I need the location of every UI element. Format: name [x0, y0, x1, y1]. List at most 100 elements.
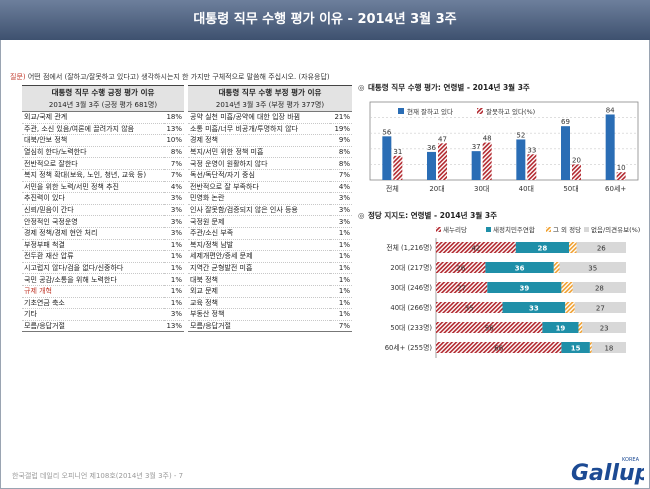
chart1-category-label: 60세+	[605, 184, 626, 193]
chart2-data-label: 36	[515, 265, 525, 273]
chart2-bar-segment	[569, 242, 577, 253]
chart1-bar	[572, 164, 581, 180]
question-text: 어떤 점에서 (잘하고/잘못하고 있다고) 생각하시는지 한 가지만 구체적으로…	[27, 73, 330, 81]
positive-row: 모름/응답거절 13%	[22, 320, 184, 333]
negative-row: 민영화 논란 3%	[188, 192, 352, 205]
negative-reason-pct: 8%	[329, 157, 352, 170]
chart1-data-label: 56	[382, 128, 391, 136]
positive-row: 추진력이 있다 3%	[22, 192, 184, 205]
chart2-bar-segment	[582, 322, 626, 333]
negative-reason-label: 주관/소신 부족	[188, 227, 330, 240]
negative-reason-pct: 3%	[329, 204, 352, 217]
positive-row: 전반적으로 잘한다 7%	[22, 157, 184, 170]
negative-row: 인사 잘못함/검증되지 않은 인사 등용 3%	[188, 204, 352, 217]
positive-row: 기타 3%	[22, 308, 184, 321]
chart2-category-label: 30대 (246명)	[390, 283, 432, 292]
chart1-legend-swatch	[398, 108, 404, 114]
negative-reason-label: 국정원 문제	[188, 215, 330, 228]
negative-reason-pct: 1%	[329, 227, 352, 240]
chart1-data-label: 69	[561, 118, 570, 126]
negative-reasons-table: 대통령 직무 수행 부정 평가 이유 2014년 3월 3주 (부정 평가 37…	[188, 85, 352, 333]
positive-reason-label: 모름/응답거절	[22, 320, 164, 333]
positive-table-body: 외교/국제 관계 18% 주관, 소신 있음/여론에 끌려가지 않음 13% 대북/안보…	[22, 111, 184, 333]
chart2-data-label: 35	[465, 305, 474, 313]
chart2-bar-segment	[436, 322, 543, 333]
negative-reason-label: 소통 미흡/너무 비공개/투명하지 않다	[188, 123, 330, 136]
negative-row: 전반적으로 잘 부족하다 4%	[188, 181, 352, 194]
chart2-category-label: 20대 (217명)	[390, 263, 432, 272]
negative-reason-label: 세제개편안/증세 문제	[188, 250, 330, 263]
question: 질문) 어떤 점에서 (잘하고/잘못하고 있다고) 생각하시는지 한 가지만 구…	[10, 72, 330, 82]
positive-row: 경제 정책/경제 현안 처리 3%	[22, 227, 184, 240]
positive-reason-pct: 3%	[163, 192, 184, 205]
positive-reason-label: 전두환 재산 압류	[22, 250, 164, 263]
chart2-data-label: 19	[556, 325, 566, 333]
chart1-data-label: 47	[438, 135, 447, 143]
negative-reason-label: 복지/정책 남발	[188, 239, 330, 252]
negative-row: 세제개편안/증세 문제 1%	[188, 250, 352, 263]
chart1-data-label: 10	[617, 164, 626, 172]
chart2-bar-segment	[559, 262, 626, 273]
chart1-bar	[382, 136, 392, 180]
chart2-bar-segment	[436, 242, 516, 253]
positive-reason-pct: 8%	[163, 146, 184, 159]
positive-reason-pct: 13%	[163, 320, 184, 333]
chart2-bar-segment	[502, 302, 566, 313]
positive-reason-pct: 1%	[163, 297, 184, 310]
positive-row: 주관, 소신 있음/여론에 끌려가지 않음 13%	[22, 123, 184, 136]
chart1-data-label: 36	[427, 144, 436, 152]
negative-row: 독선/독단적/자기 중심 7%	[188, 169, 352, 182]
positive-row: 기초연금 축소 1%	[22, 297, 184, 310]
chart2-data-label: 66	[494, 345, 503, 353]
negative-reason-pct: 9%	[329, 134, 352, 147]
negative-row: 소통 미흡/너무 비공개/투명하지 않다 19%	[188, 123, 352, 136]
positive-reason-label: 전반적으로 잘한다	[22, 157, 164, 170]
chart2-bar-segment	[572, 282, 626, 293]
positive-reason-pct: 3%	[163, 215, 184, 228]
positive-reason-label: 추진력이 있다	[22, 192, 164, 205]
chart2-bar-segment	[436, 262, 486, 273]
negative-table-body: 공약 실천 미흡/공약에 대한 입장 바뀜 21% 소통 미흡/너무 비공개/투명하…	[188, 111, 352, 333]
positive-reasons-table: 대통령 직무 수행 긍정 평가 이유 2014년 3월 3주 (긍정 평가 68…	[22, 85, 184, 333]
positive-reason-pct: 1%	[163, 239, 184, 252]
negative-row: 모름/응답거절 7%	[188, 320, 352, 333]
positive-row: 복지 정책 확대(보육, 노인, 청년, 교육 등) 7%	[22, 169, 184, 182]
positive-table-header: 대통령 직무 수행 긍정 평가 이유	[22, 85, 184, 99]
chart2-data-label: 28	[538, 245, 548, 253]
chart1-data-label: 37	[472, 143, 481, 151]
chart2-category-label: 전체 (1,216명)	[386, 243, 432, 252]
chart2-bar-segment	[574, 302, 626, 313]
positive-reason-label: 기초연금 축소	[22, 297, 164, 310]
negative-reason-label: 지역간 균형발전 미흡	[188, 262, 330, 275]
title-bar: 대통령 직무 수행 평가 이유 - 2014년 3월 3주	[0, 0, 650, 40]
positive-reason-label: 기타	[22, 308, 164, 321]
negative-reason-pct: 1%	[329, 273, 352, 286]
negative-reason-label: 경제 정책	[188, 134, 330, 147]
chart1-bar	[616, 172, 626, 180]
positive-reason-label: 규제 개혁	[22, 285, 164, 298]
chart2-legend-label: 없음/의견유보(%)	[591, 225, 640, 234]
chart2-bar-segment	[436, 282, 488, 293]
negative-reason-pct: 1%	[329, 285, 352, 298]
positive-row: 부정부패 척결 1%	[22, 239, 184, 252]
positive-reason-pct: 18%	[163, 111, 184, 124]
chart1-bar	[561, 126, 570, 180]
positive-reason-pct: 3%	[163, 204, 184, 217]
negative-reason-pct: 1%	[329, 297, 352, 310]
positive-row: 신뢰/믿음이 간다 3%	[22, 204, 184, 217]
positive-reason-label: 주관, 소신 있음/여론에 끌려가지 않음	[22, 123, 164, 136]
chart1-legend-label: 잘못하고 있다(%)	[486, 107, 535, 116]
negative-row: 주관/소신 부족 1%	[188, 227, 352, 240]
positive-row: 서민을 위한 노력/서민 정책 추진 4%	[22, 181, 184, 194]
negative-row: 경제 정책 9%	[188, 134, 352, 147]
positive-reason-pct: 7%	[163, 169, 184, 182]
chart2-title: 정당 지지도: 연령별 - 2014년 3월 3주	[368, 210, 497, 220]
negative-row: 복지/정책 남발 1%	[188, 239, 352, 252]
negative-reason-pct: 7%	[329, 320, 352, 333]
chart2-data-label: 39	[519, 285, 529, 293]
negative-reason-label: 국정 운영이 원활하지 않다	[188, 157, 330, 170]
positive-reason-label: 대북/안보 정책	[22, 134, 164, 147]
positive-reason-label: 복지 정책 확대(보육, 노인, 청년, 교육 등)	[22, 169, 164, 182]
chart1-data-label: 84	[606, 106, 615, 114]
